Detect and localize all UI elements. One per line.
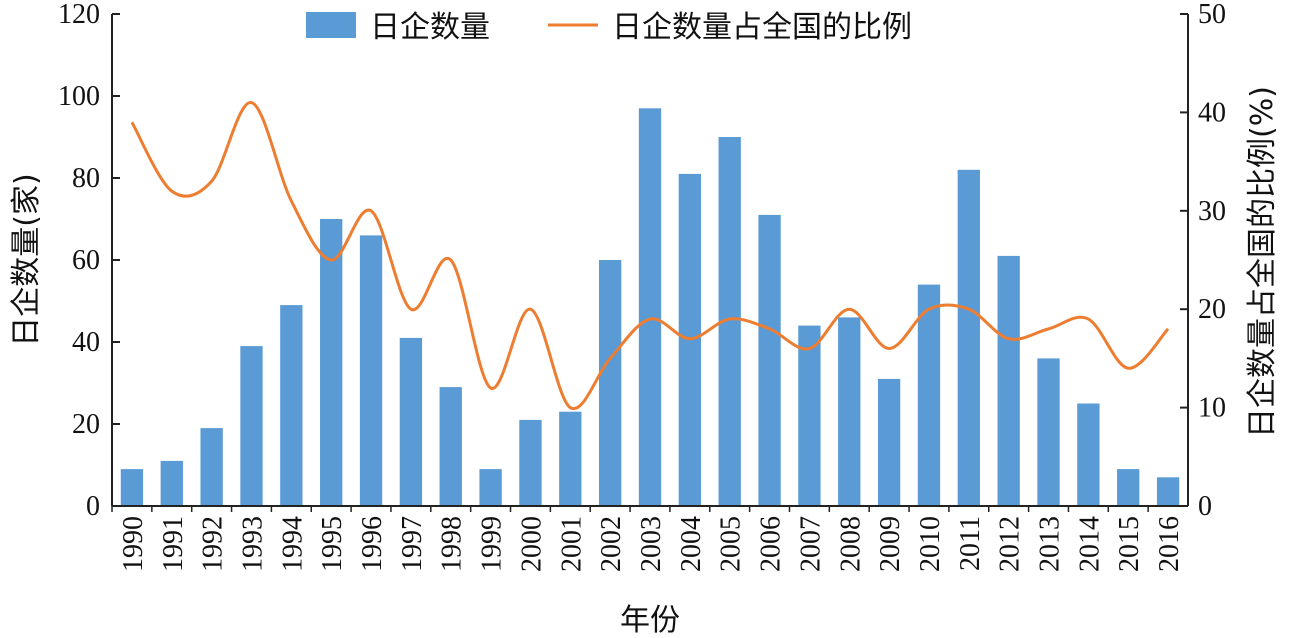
x-tick-label-1993: 1993 — [237, 516, 268, 572]
bar-1994 — [280, 305, 303, 506]
x-tick-label-1995: 1995 — [317, 516, 348, 572]
y-tick-label-right: 0 — [1198, 491, 1212, 522]
y-tick-label-left: 60 — [72, 245, 100, 276]
x-tick-label-1999: 1999 — [477, 516, 508, 572]
x-tick-label-2014: 2014 — [1074, 516, 1105, 572]
legend-line-label: 日企数量占全国的比例 — [612, 10, 912, 45]
x-tick-label-2002: 2002 — [596, 516, 627, 572]
x-tick-label-1991: 1991 — [158, 516, 189, 572]
legend-bar-label: 日企数量 — [370, 10, 490, 45]
y-tick-label-right: 40 — [1198, 97, 1226, 128]
x-tick-label-2011: 2011 — [955, 516, 986, 571]
x-tick-label-2010: 2010 — [915, 516, 946, 572]
y-tick-label-left: 20 — [72, 409, 100, 440]
bar-1991 — [160, 460, 183, 506]
y-axis-label-right: 日企数量占全国的比例(%) — [1245, 86, 1280, 438]
y-tick-label-left: 40 — [72, 327, 100, 358]
bar-1992 — [200, 428, 223, 506]
x-tick-label-2007: 2007 — [795, 516, 826, 572]
bar-2012 — [997, 255, 1020, 506]
x-tick-label-1996: 1996 — [357, 516, 388, 572]
x-tick-label-1994: 1994 — [277, 516, 308, 572]
line-series — [130, 101, 1170, 411]
bar-1990 — [120, 469, 144, 506]
x-ticks: 1990 1991 1992 1993 1994 1995 1996 1997 1998 1999… — [111, 506, 1185, 572]
ratio-line — [130, 101, 1170, 411]
y-tick-label-right: 10 — [1198, 393, 1226, 424]
y-axis-label-left: 日企数量(家) — [9, 173, 44, 346]
y-tick-label-right: 20 — [1198, 294, 1226, 325]
legend: 日企数量 日企数量占全国的比例 — [306, 10, 912, 45]
bar-2014 — [1077, 403, 1100, 506]
y-tick-label-right: 30 — [1198, 196, 1226, 227]
bar-2007 — [798, 325, 821, 506]
bar-1998 — [439, 387, 462, 506]
x-tick-label-2003: 2003 — [636, 516, 667, 572]
bar-1995 — [320, 219, 343, 506]
bar-2006 — [758, 214, 781, 506]
bar-1996 — [359, 235, 383, 506]
y-tick-label-left: 80 — [72, 163, 100, 194]
x-tick-label-2013: 2013 — [1035, 516, 1066, 572]
bar-2010 — [917, 284, 941, 506]
x-tick-label-1997: 1997 — [397, 516, 428, 572]
x-tick-label-2016: 2016 — [1154, 516, 1185, 572]
x-tick-label-1998: 1998 — [437, 516, 468, 572]
bar-2013 — [1037, 358, 1060, 506]
y-ticks-left: 0 20 40 60 80 100 120 — [58, 0, 120, 522]
x-tick-label-2012: 2012 — [995, 516, 1026, 572]
x-tick-label-1990: 1990 — [118, 516, 149, 572]
x-tick-label-2006: 2006 — [756, 516, 787, 572]
x-tick-label-2015: 2015 — [1114, 516, 1145, 572]
y-tick-label-left: 100 — [58, 81, 100, 112]
bar-2016 — [1156, 477, 1180, 506]
y-tick-label-left: 0 — [86, 491, 100, 522]
y-tick-label-right: 50 — [1198, 0, 1226, 30]
bar-2008 — [838, 317, 861, 506]
x-tick-label-2004: 2004 — [676, 516, 707, 572]
x-tick-label-2001: 2001 — [556, 516, 587, 572]
legend-bar-swatch — [306, 12, 356, 38]
x-tick-label-2009: 2009 — [875, 516, 906, 572]
bar-1999 — [479, 469, 502, 506]
x-tick-label-2008: 2008 — [835, 516, 866, 572]
bar-2005 — [718, 137, 741, 506]
bar-2001 — [559, 411, 582, 506]
bar-series — [120, 108, 1180, 507]
y-tick-label-left: 120 — [58, 0, 100, 30]
x-tick-label-2005: 2005 — [716, 516, 747, 572]
bar-2003 — [638, 108, 662, 507]
x-axis-label: 年份 — [620, 603, 680, 638]
bar-2015 — [1117, 469, 1140, 506]
bar-2009 — [877, 378, 901, 506]
bar-1997 — [399, 337, 423, 506]
bar-2011 — [957, 169, 980, 507]
x-tick-label-1992: 1992 — [198, 516, 229, 572]
bar-2002 — [598, 260, 622, 506]
y-ticks-right: 0 10 20 30 40 50 — [1180, 0, 1226, 522]
x-tick-label-2000: 2000 — [516, 516, 547, 572]
bar-2000 — [519, 419, 542, 506]
bar-1993 — [240, 346, 263, 506]
